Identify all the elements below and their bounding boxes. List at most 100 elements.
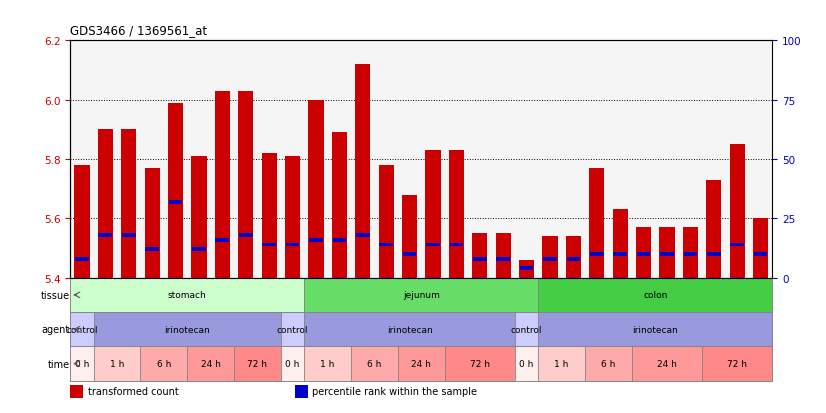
Text: 6 h: 6 h — [368, 359, 382, 368]
Bar — [355, 65, 370, 278]
Bar — [515, 312, 539, 347]
Bar — [589, 169, 605, 278]
Text: GDS3466 / 1369561_at: GDS3466 / 1369561_at — [70, 24, 207, 37]
Bar — [632, 347, 702, 381]
Bar — [309, 238, 323, 242]
Bar — [262, 154, 277, 278]
Bar — [239, 233, 253, 237]
Text: agent: agent — [41, 325, 69, 335]
Text: 6 h: 6 h — [157, 359, 171, 368]
Bar — [637, 252, 650, 256]
Bar — [683, 228, 698, 278]
Text: 24 h: 24 h — [201, 359, 221, 368]
Bar — [544, 257, 557, 261]
Bar — [263, 243, 276, 247]
Text: 6 h: 6 h — [601, 359, 615, 368]
Bar — [74, 166, 89, 278]
Text: 0 h: 0 h — [74, 359, 89, 368]
Bar — [496, 234, 510, 278]
Bar — [75, 257, 88, 261]
Bar — [304, 347, 351, 381]
Bar — [590, 252, 604, 256]
Bar — [702, 347, 772, 381]
Bar — [543, 237, 558, 278]
Bar — [70, 278, 304, 312]
Text: tissue: tissue — [40, 290, 69, 300]
Bar — [304, 278, 539, 312]
Bar — [707, 252, 720, 256]
Bar — [539, 347, 585, 381]
Bar — [238, 92, 254, 278]
Text: percentile rank within the sample: percentile rank within the sample — [312, 387, 477, 396]
Text: irinotecan: irinotecan — [387, 325, 433, 334]
Bar — [636, 228, 651, 278]
Bar — [444, 347, 515, 381]
Bar — [515, 347, 539, 381]
Bar — [97, 130, 113, 278]
Bar — [121, 130, 136, 278]
Text: 24 h: 24 h — [411, 359, 431, 368]
Bar — [425, 151, 440, 278]
Bar — [234, 347, 281, 381]
Bar — [281, 347, 304, 381]
Text: control: control — [66, 325, 97, 334]
Bar — [378, 166, 394, 278]
Bar — [93, 312, 281, 347]
Bar — [539, 278, 772, 312]
Text: control: control — [510, 325, 543, 334]
Bar — [286, 243, 299, 247]
Bar — [168, 103, 183, 278]
Bar — [98, 233, 112, 237]
Bar — [188, 347, 234, 381]
Bar — [585, 347, 632, 381]
Bar — [403, 252, 416, 256]
Text: 72 h: 72 h — [248, 359, 268, 368]
Bar — [753, 219, 768, 278]
Bar — [614, 252, 627, 256]
Bar — [398, 347, 444, 381]
Bar — [308, 100, 324, 278]
Bar — [169, 200, 183, 204]
Bar — [449, 151, 464, 278]
Text: jejunum: jejunum — [403, 291, 439, 300]
Bar — [145, 169, 159, 278]
Bar — [660, 252, 674, 256]
Bar — [613, 210, 628, 278]
Text: 72 h: 72 h — [727, 359, 748, 368]
Bar — [426, 243, 439, 247]
Bar — [539, 312, 772, 347]
Bar — [520, 267, 534, 271]
Text: time: time — [48, 359, 69, 369]
Text: irinotecan: irinotecan — [633, 325, 678, 334]
Bar — [70, 312, 93, 347]
Bar — [684, 252, 697, 256]
Bar — [215, 92, 230, 278]
Bar — [70, 347, 93, 381]
Bar — [70, 385, 83, 398]
Text: irinotecan: irinotecan — [164, 325, 210, 334]
Text: 1 h: 1 h — [110, 359, 124, 368]
Bar — [216, 238, 229, 242]
Bar — [449, 243, 463, 247]
Bar — [473, 257, 487, 261]
Bar — [93, 347, 140, 381]
Bar — [566, 237, 581, 278]
Bar — [140, 347, 188, 381]
Bar — [729, 145, 745, 278]
Bar — [519, 260, 534, 278]
Bar — [351, 347, 398, 381]
Text: stomach: stomach — [168, 291, 206, 300]
Bar — [145, 248, 159, 252]
Bar — [706, 180, 721, 278]
Text: 24 h: 24 h — [657, 359, 677, 368]
Text: colon: colon — [643, 291, 667, 300]
Bar — [304, 312, 515, 347]
Bar — [295, 385, 307, 398]
Text: control: control — [277, 325, 308, 334]
Bar — [281, 312, 304, 347]
Bar — [332, 133, 347, 278]
Text: transformed count: transformed count — [88, 387, 178, 396]
Bar — [472, 234, 487, 278]
Bar — [122, 233, 135, 237]
Text: 0 h: 0 h — [285, 359, 300, 368]
